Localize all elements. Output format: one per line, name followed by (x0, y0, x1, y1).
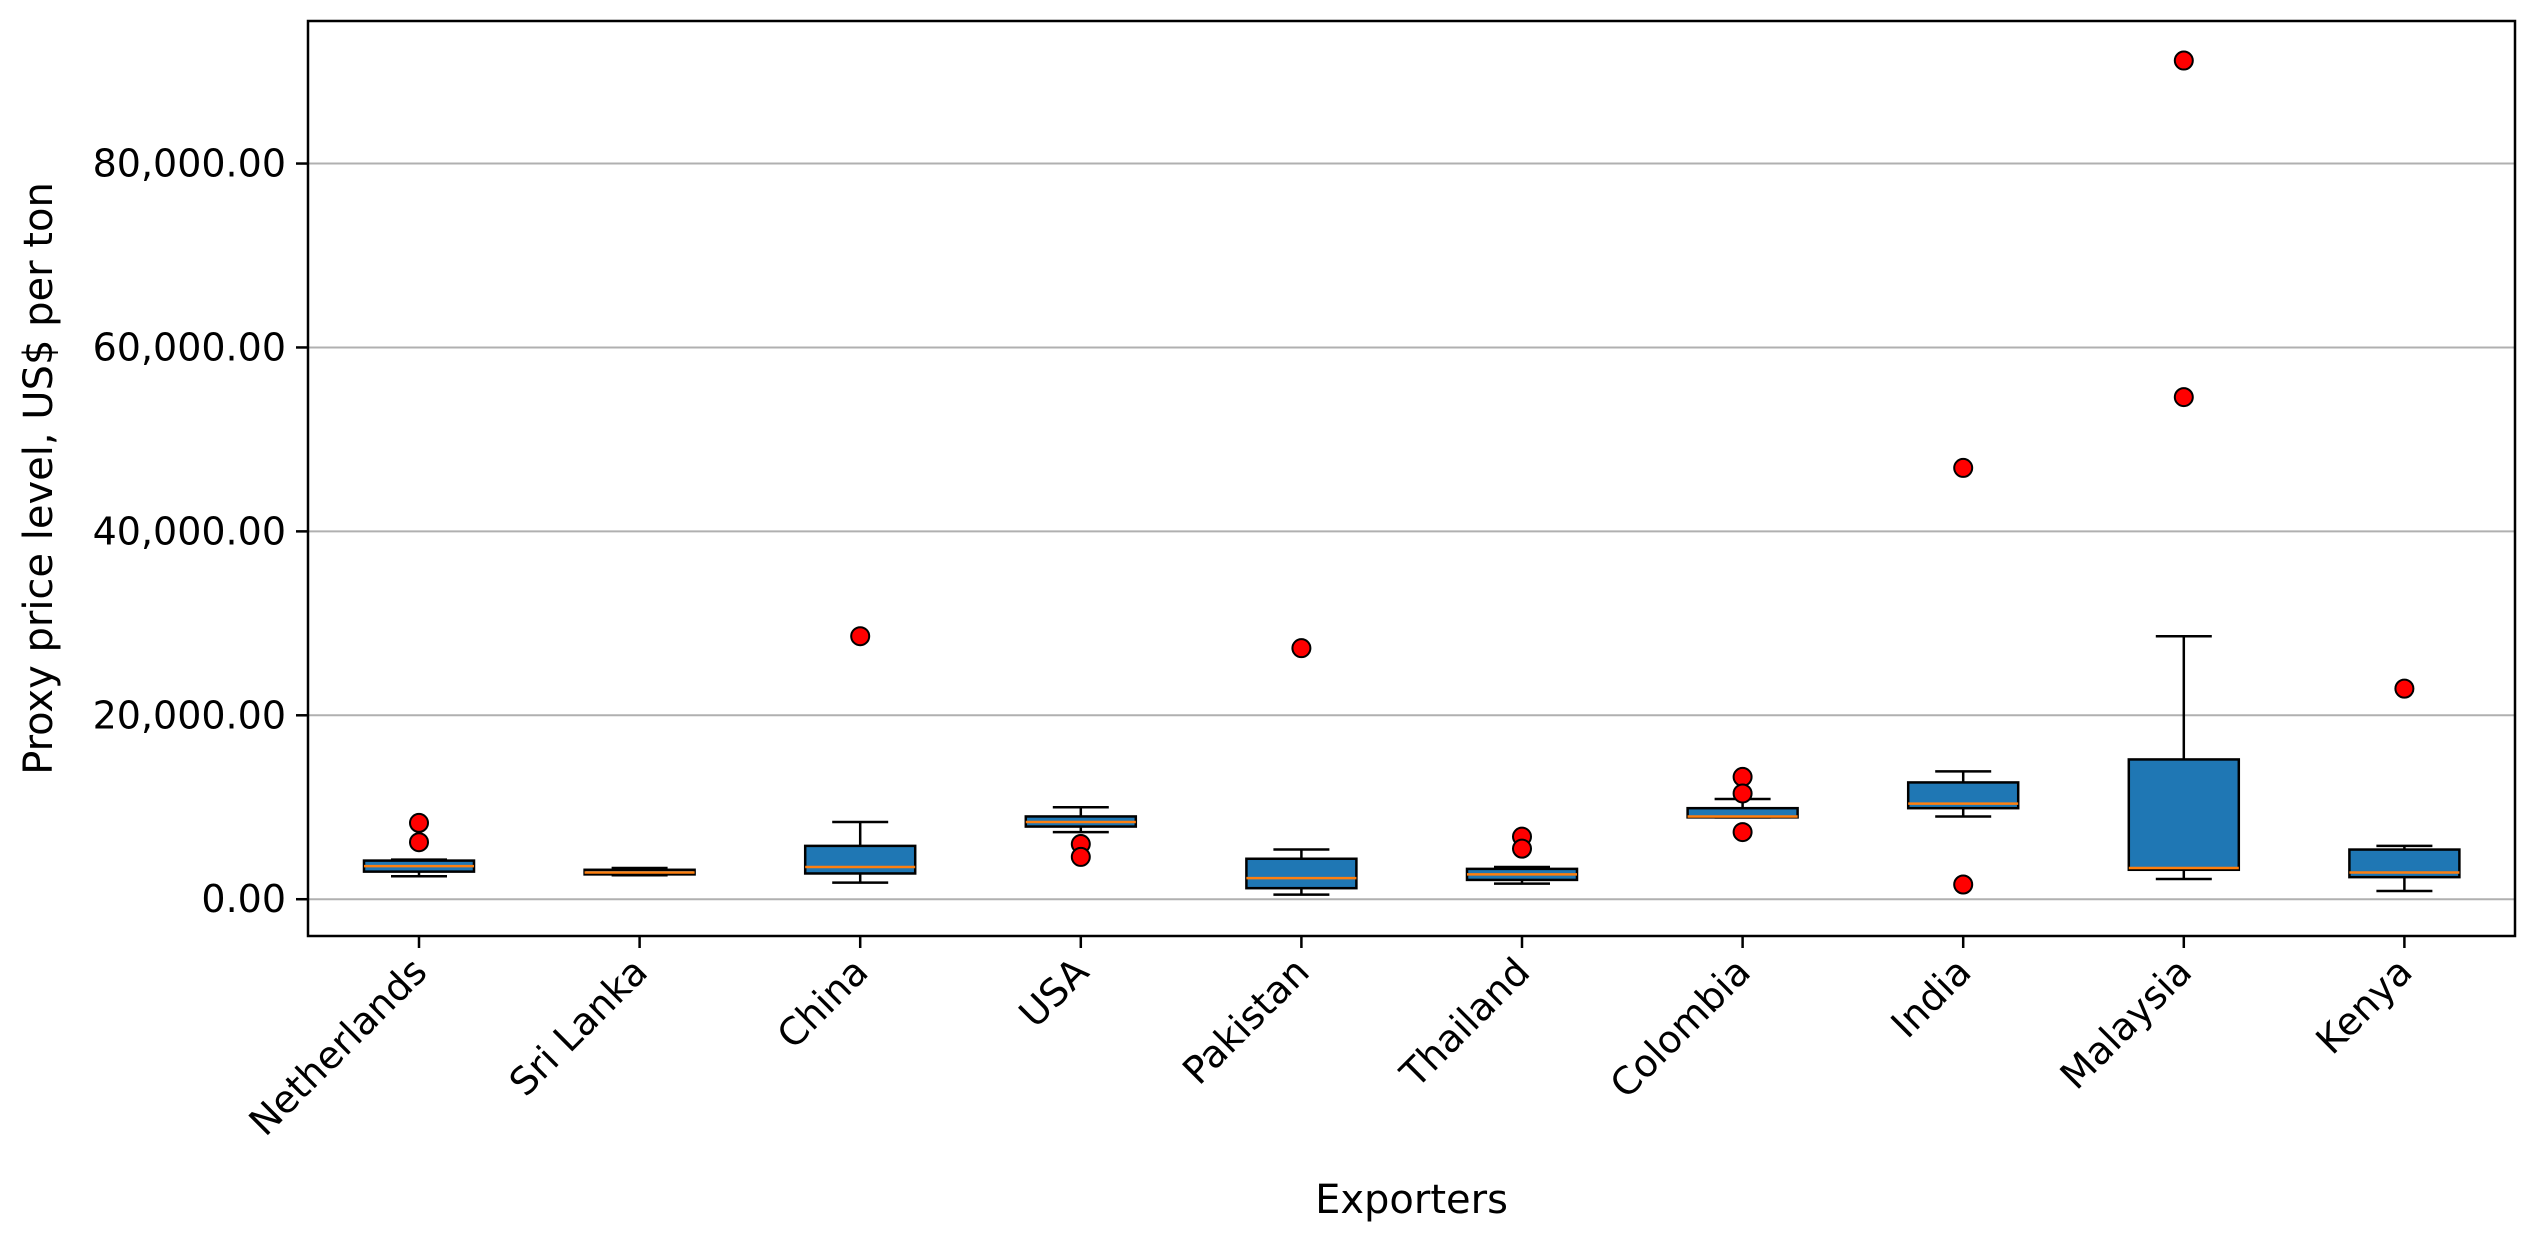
x-tick-label: India (1883, 949, 1980, 1046)
box-colombia (1686, 766, 1799, 843)
outlier-point (1953, 457, 1974, 478)
outlier-point (1070, 846, 1091, 867)
box-pakistan (1245, 638, 1358, 896)
box-usa (1024, 806, 1138, 867)
box-kenya (2348, 678, 2461, 893)
outlier-point (1732, 783, 1753, 804)
x-tick-label: Pakistan (1174, 949, 1318, 1093)
outlier-point (1512, 838, 1532, 859)
box-series (362, 50, 2461, 896)
outlier-point (2173, 387, 2194, 408)
x-tick-label: USA (1010, 949, 1097, 1036)
x-tick-label: China (769, 949, 877, 1057)
y-tick-label: 40,000.00 (93, 509, 286, 553)
plot-frame (306, 19, 2517, 938)
x-axis-title: Exporters (1315, 1177, 1508, 1223)
y-axis-title: Proxy price level, US$ per ton (16, 182, 62, 775)
box-india (1906, 457, 2020, 895)
x-axis: Netherlands Sri Lanka China USA Pakistan Thai… (240, 936, 2421, 1144)
box-malaysia (2127, 50, 2241, 881)
box-sri-lanka (583, 866, 696, 877)
y-gridlines (308, 162, 2515, 901)
outlier-point (409, 812, 429, 833)
box-thailand (1465, 826, 1579, 885)
iqr-box (803, 844, 917, 875)
outlier-point (1291, 638, 1312, 659)
outlier-point (1732, 822, 1753, 843)
iqr-box (2127, 758, 2241, 872)
y-tick-label: 60,000.00 (93, 325, 286, 369)
y-tick-label: 20,000.00 (93, 693, 286, 737)
outlier-point (2173, 50, 2194, 71)
x-tick-label: Netherlands (240, 949, 435, 1144)
y-tick-label: 0.00 (201, 877, 286, 921)
y-axis: 0.00 20,000.00 40,000.00 60,000.00 80,000.00 (93, 142, 308, 921)
outlier-point (850, 626, 871, 647)
outlier-point (409, 832, 429, 853)
x-tick-label: Kenya (2307, 949, 2420, 1062)
x-tick-label: Sri Lanka (501, 949, 656, 1104)
x-tick-label: Thailand (1391, 949, 1538, 1096)
outlier-point (1953, 874, 1974, 895)
box-china (803, 626, 917, 884)
outlier-point (1732, 766, 1753, 787)
y-tick-label: 80,000.00 (93, 142, 286, 186)
box-netherlands (362, 812, 476, 878)
iqr-box (1245, 857, 1358, 890)
outlier-point (2394, 678, 2415, 699)
x-tick-label: Malaysia (2052, 949, 2201, 1098)
x-tick-label: Colombia (1602, 949, 1759, 1106)
